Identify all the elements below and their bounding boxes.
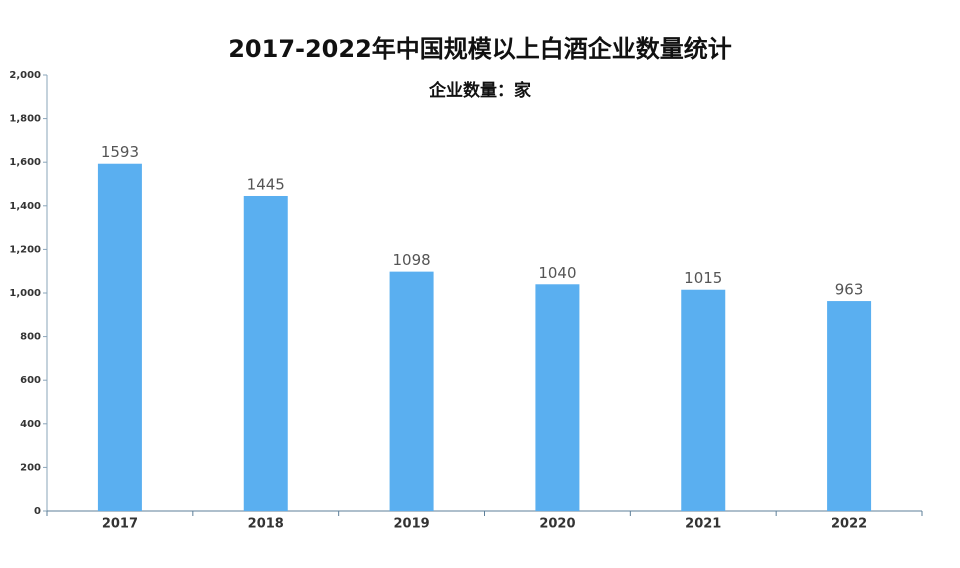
value-label: 1098 <box>392 251 430 269</box>
y-tick-label: 1,000 <box>9 288 41 299</box>
y-tick-label: 1,800 <box>9 114 41 125</box>
y-tick-label: 200 <box>20 462 41 473</box>
y-tick-label: 800 <box>20 332 41 343</box>
bar <box>535 284 580 511</box>
value-label: 1593 <box>101 143 139 161</box>
x-tick-label: 2017 <box>102 517 138 532</box>
x-tick-label: 2019 <box>393 517 429 532</box>
y-tick-label: 400 <box>20 419 41 430</box>
value-label: 1015 <box>684 269 722 287</box>
chart-subtitle: 企业数量：家 <box>428 80 531 101</box>
x-tick-label: 2021 <box>685 517 721 532</box>
bar <box>243 195 288 512</box>
x-tick-label: 2020 <box>539 517 575 532</box>
y-tick-label: 2,000 <box>9 70 41 81</box>
x-tick-label: 2022 <box>831 517 867 532</box>
y-tick-label: 1,400 <box>9 201 41 212</box>
bar <box>389 271 434 511</box>
value-label: 1040 <box>538 264 576 282</box>
bar <box>681 289 726 511</box>
value-label: 1445 <box>247 175 285 193</box>
value-label: 963 <box>835 281 864 299</box>
y-tick-label: 600 <box>20 375 41 386</box>
y-tick-label: 1,600 <box>9 157 41 168</box>
y-tick-label: 1,200 <box>9 244 41 255</box>
chart-title: 2017-2022年中国规模以上白酒企业数量统计 <box>228 35 732 63</box>
y-tick-label: 0 <box>34 506 41 517</box>
x-tick-label: 2018 <box>248 517 284 532</box>
bar <box>827 301 872 511</box>
bar <box>97 163 142 511</box>
